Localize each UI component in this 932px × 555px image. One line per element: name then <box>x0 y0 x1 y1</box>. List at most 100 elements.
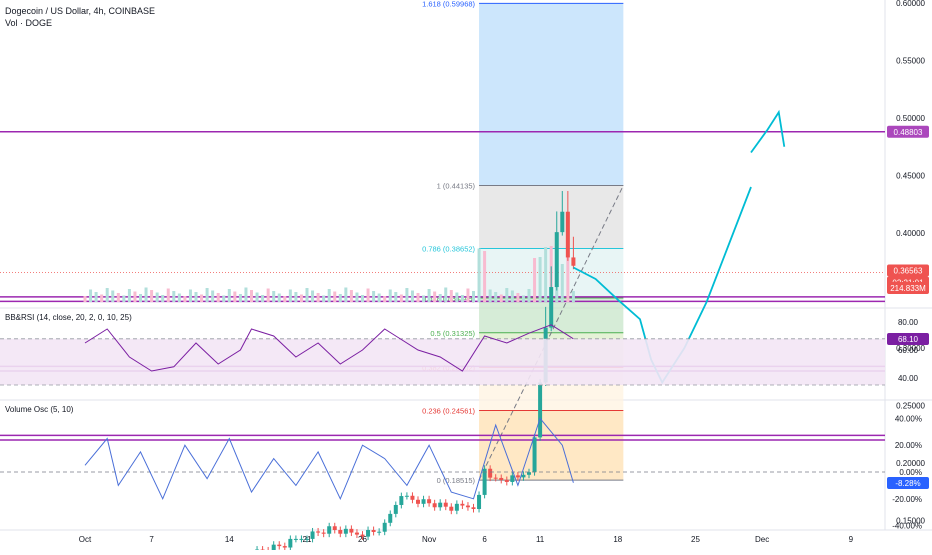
volume-bar <box>344 288 347 303</box>
candle-body <box>377 532 381 533</box>
fib-level-label: 0 (0.18515) <box>437 476 476 485</box>
candle-body <box>405 496 409 497</box>
volume-bar <box>89 290 92 303</box>
candle-body <box>333 526 337 530</box>
candle-body <box>505 480 509 482</box>
candle-body <box>294 539 298 540</box>
candle-body <box>533 437 537 472</box>
candle-body <box>338 530 342 534</box>
price-axis-label: 0.20000 <box>896 459 925 468</box>
volume-label: Vol · DOGE <box>5 18 52 28</box>
volume-bar <box>183 296 186 302</box>
date-axis-label: 18 <box>613 535 622 544</box>
volume-bar <box>161 295 164 302</box>
volume-bar <box>244 288 247 303</box>
candle-body <box>349 529 353 533</box>
candle-body <box>316 531 320 532</box>
volume-bar <box>128 289 131 302</box>
candle-body <box>283 546 287 547</box>
volume-bar <box>267 289 270 303</box>
candle-body <box>488 469 492 478</box>
rsi-axis-label: 60.00 <box>898 346 919 355</box>
volume-bar <box>317 293 320 302</box>
volume-bar <box>489 290 492 303</box>
volume-bar <box>111 291 114 303</box>
candle-body <box>549 287 553 328</box>
volume-bar <box>472 291 475 302</box>
vosc-axis-label: -20.00% <box>892 495 922 504</box>
volume-osc-label[interactable]: Volume Osc (5, 10) <box>5 405 73 414</box>
date-axis-label: Oct <box>79 535 92 544</box>
volume-bar <box>156 293 159 303</box>
fib-level-label: 1 (0.44135) <box>437 181 476 190</box>
volume-bar <box>322 296 325 303</box>
candle-body <box>466 506 470 508</box>
volume-bar <box>84 296 87 302</box>
volume-bar <box>300 295 303 303</box>
candle-body <box>433 503 437 507</box>
volume-bar <box>178 294 181 303</box>
volume-bar <box>106 288 109 302</box>
volume-bar <box>350 290 353 302</box>
vosc-value-badge: -8.28% <box>895 479 920 488</box>
volume-bar <box>283 296 286 302</box>
volume-bar <box>233 292 236 303</box>
volume-bar <box>372 291 375 302</box>
price-axis-label: 0.40000 <box>896 229 925 238</box>
volume-bar <box>378 294 381 303</box>
volume-bar <box>278 294 281 303</box>
date-axis-label: 7 <box>149 535 154 544</box>
volume-bar <box>272 291 275 302</box>
candle-body <box>516 475 520 477</box>
volume-bar <box>433 292 436 303</box>
date-axis-label: 9 <box>849 535 854 544</box>
candle-body <box>555 232 559 287</box>
volume-bar <box>494 292 497 302</box>
volume-bar <box>339 294 342 302</box>
last-price-badge: 0.36563 <box>894 267 923 276</box>
volume-bar <box>200 295 203 303</box>
fib-level-label: 0.786 (0.38652) <box>422 245 475 254</box>
volume-bar <box>145 288 148 303</box>
candle-body <box>438 503 442 508</box>
volume-bar <box>306 288 309 302</box>
volume-bar <box>228 289 231 302</box>
candle-body <box>494 478 498 479</box>
candle-body <box>444 503 448 507</box>
candle-body <box>477 495 481 509</box>
rsi-value-badge: 68.10 <box>898 335 919 344</box>
volume-bar <box>139 294 142 302</box>
volume-bar <box>466 289 469 303</box>
candle-body <box>521 475 525 478</box>
date-axis-label: Nov <box>422 535 436 544</box>
date-axis-label: Dec <box>755 535 769 544</box>
volume-bar <box>478 249 481 303</box>
candle-body <box>394 505 398 514</box>
date-axis-label: 11 <box>536 535 545 544</box>
volume-bar <box>367 289 370 303</box>
rsi-indicator-label[interactable]: BB&RSI (14, close, 20, 2, 0, 10, 25) <box>5 313 132 322</box>
candle-body <box>416 500 420 504</box>
candle-body <box>422 499 426 504</box>
volume-bar <box>355 293 358 303</box>
volume-bar <box>417 293 420 302</box>
volume-bar <box>444 288 447 303</box>
candle-body <box>327 526 331 533</box>
volume-bar <box>361 295 364 302</box>
fib-zone-1 <box>479 185 623 248</box>
volume-bar <box>333 292 336 303</box>
candle-body <box>527 472 531 475</box>
volume-bar <box>539 257 542 302</box>
vosc-axis-label: 20.00% <box>895 441 922 450</box>
volume-bar <box>516 293 519 302</box>
candle-body <box>388 514 392 523</box>
volume-bar <box>411 291 414 303</box>
candle-body <box>322 533 326 534</box>
volume-bar <box>428 289 431 302</box>
volume-bar <box>222 296 225 303</box>
volume-bar <box>439 294 442 302</box>
candle-body <box>455 504 459 511</box>
volume-bar <box>256 293 259 303</box>
volume-bar <box>522 296 525 303</box>
